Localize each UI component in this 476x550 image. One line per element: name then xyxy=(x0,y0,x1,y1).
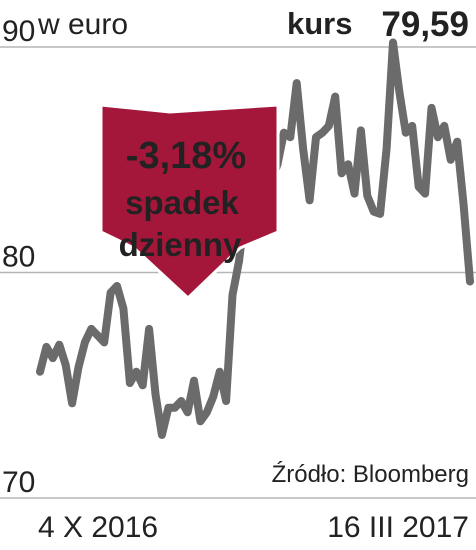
data-point-10 xyxy=(100,338,108,347)
annotation-arrow xyxy=(99,103,280,301)
y-axis-ticks: 90 80 70 xyxy=(2,15,35,499)
data-point-18 xyxy=(151,390,160,399)
annotation-line-2: spadek xyxy=(125,184,239,221)
data-point-21 xyxy=(171,404,179,412)
data-point-42 xyxy=(305,196,314,205)
data-point-23 xyxy=(183,408,192,417)
x-start-label: 4 X 2016 xyxy=(38,511,158,544)
drop-annotation: -3,18% spadek dzienny xyxy=(99,103,280,301)
data-point-14 xyxy=(126,379,134,387)
source-note: Źródło: Bloomberg xyxy=(272,461,469,488)
data-point-47 xyxy=(337,169,346,178)
data-point-3 xyxy=(55,340,64,349)
data-point-15 xyxy=(132,367,141,376)
data-point-6 xyxy=(74,363,83,372)
data-point-48 xyxy=(344,160,352,169)
data-point-55 xyxy=(389,38,397,47)
data-point-9 xyxy=(94,331,102,340)
data-point-67 xyxy=(466,277,474,286)
data-point-66 xyxy=(459,201,468,209)
data-point-5 xyxy=(68,399,76,408)
data-point-27 xyxy=(209,392,218,401)
data-point-44 xyxy=(318,128,327,137)
data-point-41 xyxy=(299,144,307,153)
data-point-49 xyxy=(350,189,359,198)
data-point-29 xyxy=(222,397,230,405)
data-point-39 xyxy=(286,133,295,141)
data-point-20 xyxy=(164,404,173,412)
data-point-51 xyxy=(363,192,372,200)
data-point-0 xyxy=(36,367,44,376)
data-point-56 xyxy=(395,88,404,96)
data-point-19 xyxy=(158,431,166,439)
y-tick-80: 80 xyxy=(2,241,35,274)
data-point-59 xyxy=(414,183,423,191)
price-value: 79,59 xyxy=(381,5,469,44)
annotation-line-3: dzienny xyxy=(119,226,242,263)
data-point-26 xyxy=(203,408,211,417)
data-point-65 xyxy=(453,137,462,146)
data-point-46 xyxy=(331,92,340,101)
data-point-40 xyxy=(292,79,301,87)
data-point-25 xyxy=(196,417,205,426)
data-point-16 xyxy=(138,381,147,390)
data-point-60 xyxy=(421,189,429,198)
annotation-value: -3,18% xyxy=(126,135,246,177)
data-point-7 xyxy=(81,338,89,347)
y-tick-70: 70 xyxy=(2,466,35,499)
unit-label: w euro xyxy=(37,8,128,41)
data-point-11 xyxy=(106,289,115,297)
data-point-2 xyxy=(49,354,57,363)
data-point-50 xyxy=(357,126,365,135)
data-point-24 xyxy=(190,376,198,385)
data-point-62 xyxy=(434,133,442,141)
data-point-13 xyxy=(119,304,128,313)
data-point-28 xyxy=(215,367,224,376)
data-point-31 xyxy=(235,257,243,266)
data-point-52 xyxy=(369,207,378,216)
data-point-38 xyxy=(280,128,288,137)
data-point-4 xyxy=(61,361,70,369)
data-point-57 xyxy=(402,128,410,137)
y-tick-90: 90 xyxy=(2,15,35,48)
data-point-17 xyxy=(145,325,153,333)
data-point-64 xyxy=(446,156,455,164)
data-point-54 xyxy=(382,144,391,153)
price-label: kurs xyxy=(287,6,352,41)
data-point-53 xyxy=(376,210,384,218)
data-point-1 xyxy=(42,343,51,351)
x-end-label: 16 III 2017 xyxy=(327,511,469,544)
data-point-63 xyxy=(440,122,449,130)
data-point-58 xyxy=(408,122,417,130)
data-point-12 xyxy=(113,282,121,290)
data-point-8 xyxy=(87,325,96,333)
data-point-22 xyxy=(177,397,185,405)
data-point-61 xyxy=(427,104,436,112)
data-point-30 xyxy=(228,291,237,299)
data-point-45 xyxy=(325,122,333,130)
data-point-43 xyxy=(312,133,320,141)
